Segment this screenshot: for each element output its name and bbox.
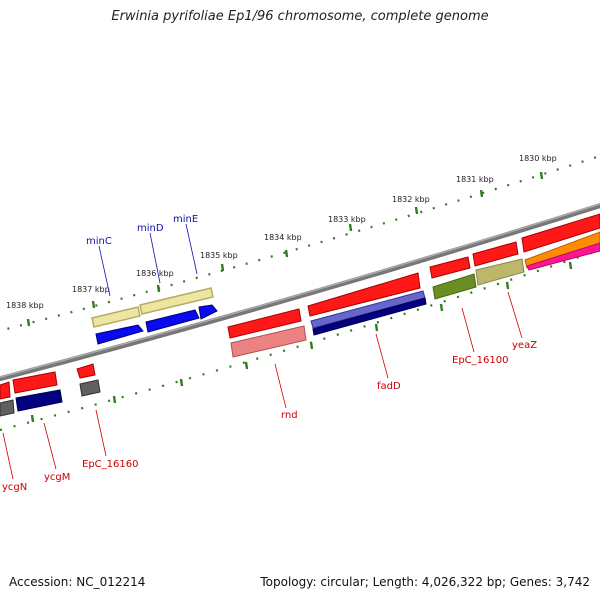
reverse-strand-features [0, 231, 600, 417]
kbp-label-1831: 1831 kbp [456, 175, 494, 184]
gene-label-fadD[interactable]: fadD [377, 381, 401, 392]
feature-gene-c[interactable] [521, 213, 600, 253]
feature-gene-b[interactable] [472, 241, 519, 267]
gene-label-minE[interactable]: minE [173, 214, 198, 225]
gene-label-EpC_16100[interactable]: EpC_16100 [452, 355, 508, 366]
feature-minC-gene[interactable] [91, 306, 141, 328]
kbp-label-1832: 1832 kbp [392, 195, 430, 204]
feature-ycgM-gene[interactable] [12, 371, 58, 394]
feature-minC-cds[interactable] [95, 324, 144, 345]
gene-label-minD[interactable]: minD [137, 223, 164, 234]
feature-minD-gene[interactable] [139, 287, 214, 315]
kbp-label-1834: 1834 kbp [264, 233, 302, 242]
feature-fadD-cds-2[interactable] [312, 297, 427, 336]
feature-minE-cds[interactable] [198, 304, 218, 320]
feature-EpC_16160-gene[interactable] [76, 363, 96, 379]
scale-labels: 1830 kbp 1831 kbp 1832 kbp 1833 kbp 1834… [6, 154, 557, 310]
accession-text: Accession: NC_012214 [9, 575, 146, 589]
forward-strand-features [91, 213, 600, 328]
kbp-label-1838: 1838 kbp [6, 301, 44, 310]
gene-label-ycgM[interactable]: ycgM [44, 472, 70, 483]
map-title: Erwinia pyrifoliae Ep1/96 chromosome, co… [111, 9, 489, 24]
feature-gene-a[interactable] [429, 256, 471, 279]
feature-EpC_16100-cds[interactable] [432, 273, 477, 300]
outer-scale-ring [0, 154, 600, 332]
feature-minD-cds[interactable] [145, 309, 200, 333]
feature-ycgN-gene[interactable] [0, 381, 11, 400]
feature-ycgN-cds[interactable] [0, 399, 15, 417]
gene-label-rnd[interactable]: rnd [281, 410, 298, 421]
gene-label-ycgN[interactable]: ycgN [2, 482, 27, 493]
feature-yeaZ-cds[interactable] [475, 258, 525, 286]
inner-scale-ring [0, 248, 600, 432]
feature-gene-e[interactable] [526, 242, 600, 271]
feature-gene-d[interactable] [524, 231, 600, 269]
feature-rnd-cds[interactable] [230, 325, 307, 358]
chromosome-backbone [0, 202, 600, 382]
kbp-label-1837: 1837 kbp [72, 285, 110, 294]
kbp-label-1830: 1830 kbp [519, 154, 557, 163]
kbp-label-1833: 1833 kbp [328, 215, 366, 224]
gene-label-EpC_16160[interactable]: EpC_16160 [82, 459, 138, 470]
gene-label-minC[interactable]: minC [86, 236, 112, 247]
feature-EpC_16160-cds[interactable] [79, 379, 101, 397]
genome-stats-text: Topology: circular; Length: 4,026,322 bp… [260, 575, 590, 589]
kbp-label-1836: 1836 kbp [136, 269, 174, 278]
gene-label-yeaZ[interactable]: yeaZ [512, 340, 537, 351]
gene-labels: minC minD minE rnd fadD EpC_16100 yeaZ y… [2, 214, 537, 493]
kbp-label-1835: 1835 kbp [200, 251, 238, 260]
feature-rnd-gene[interactable] [227, 308, 302, 339]
feature-fadD-gene[interactable] [307, 272, 421, 317]
label-leader-lines [2, 223, 523, 480]
feature-ycgM-cds[interactable] [15, 389, 63, 412]
